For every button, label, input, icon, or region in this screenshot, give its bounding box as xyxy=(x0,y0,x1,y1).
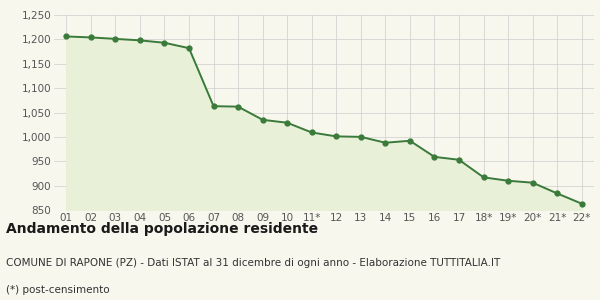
Text: (*) post-censimento: (*) post-censimento xyxy=(6,285,110,295)
Text: COMUNE DI RAPONE (PZ) - Dati ISTAT al 31 dicembre di ogni anno - Elaborazione TU: COMUNE DI RAPONE (PZ) - Dati ISTAT al 31… xyxy=(6,258,500,268)
Text: Andamento della popolazione residente: Andamento della popolazione residente xyxy=(6,222,318,236)
